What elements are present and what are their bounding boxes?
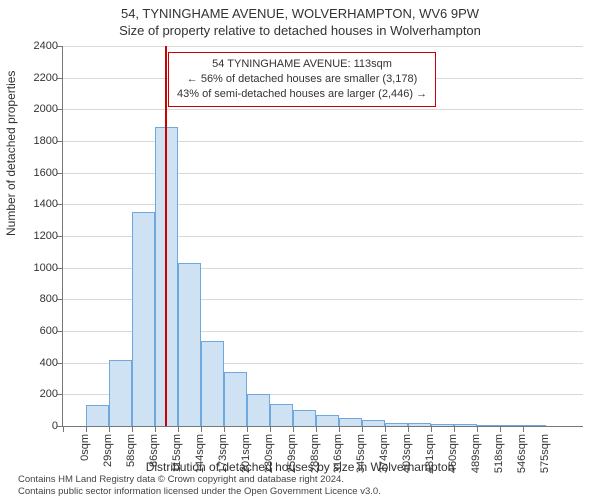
y-tick-label: 1200: [18, 230, 58, 242]
x-tick: [500, 426, 501, 432]
y-tick-label: 1000: [18, 262, 58, 274]
x-tick: [155, 426, 156, 432]
histogram-bar: [316, 415, 339, 426]
histogram-bar: [500, 425, 523, 426]
y-tick-label: 2200: [18, 72, 58, 84]
y-tick-label: 2000: [18, 103, 58, 115]
x-tick: [431, 426, 432, 432]
y-axis-title: Number of detached properties: [4, 71, 18, 236]
x-tick: [293, 426, 294, 432]
attribution-line-1: Contains HM Land Registry data © Crown c…: [18, 474, 381, 486]
chart-legend-box: 54 TYNINGHAME AVENUE: 113sqm ← 56% of de…: [168, 52, 436, 107]
property-marker-line: [165, 46, 167, 426]
x-tick: [339, 426, 340, 432]
x-tick: [86, 426, 87, 432]
page-title: 54, TYNINGHAME AVENUE, WOLVERHAMPTON, WV…: [0, 0, 600, 21]
x-tick: [385, 426, 386, 432]
gridline: [63, 204, 583, 205]
attribution-line-2: Contains public sector information licen…: [18, 486, 381, 498]
y-tick-label: 1400: [18, 198, 58, 210]
x-tick: [201, 426, 202, 432]
histogram-bar: [293, 410, 316, 426]
histogram-bar: [339, 418, 362, 426]
gridline: [63, 141, 583, 142]
histogram-bar: [362, 420, 385, 426]
x-tick: [477, 426, 478, 432]
attribution-text: Contains HM Land Registry data © Crown c…: [18, 474, 381, 498]
x-axis-title: Distribution of detached houses by size …: [0, 460, 600, 474]
gridline: [63, 109, 583, 110]
legend-line-2: ← 56% of detached houses are smaller (3,…: [177, 72, 427, 87]
histogram-bar: [178, 263, 201, 426]
x-tick: [454, 426, 455, 432]
histogram-bar: [431, 424, 454, 426]
histogram-bar: [247, 394, 270, 426]
x-tick: [63, 426, 64, 432]
histogram-bar: [132, 212, 155, 426]
histogram-bar: [201, 341, 224, 427]
histogram-bar: [109, 360, 132, 427]
histogram-bar: [270, 404, 293, 426]
y-tick-label: 800: [18, 293, 58, 305]
chart-plot-area: 0sqm29sqm58sqm86sqm115sqm144sqm173sqm201…: [62, 46, 583, 427]
x-tick: [109, 426, 110, 432]
chart-subtitle: Size of property relative to detached ho…: [0, 21, 600, 38]
y-tick-label: 1600: [18, 167, 58, 179]
x-tick: [316, 426, 317, 432]
x-tick: [270, 426, 271, 432]
y-tick-label: 600: [18, 325, 58, 337]
x-tick: [247, 426, 248, 432]
x-tick: [178, 426, 179, 432]
gridline: [63, 46, 583, 47]
x-tick: [224, 426, 225, 432]
x-tick: [408, 426, 409, 432]
x-tick: [523, 426, 524, 432]
histogram-bar: [523, 425, 546, 426]
gridline: [63, 173, 583, 174]
histogram-bar: [224, 372, 247, 426]
y-tick-label: 1800: [18, 135, 58, 147]
y-tick-label: 2400: [18, 40, 58, 52]
y-tick-label: 0: [18, 420, 58, 432]
histogram-bar: [86, 405, 109, 426]
histogram-bar: [385, 423, 408, 426]
y-tick-label: 400: [18, 357, 58, 369]
histogram-bar: [408, 423, 431, 426]
x-tick-label: 0sqm: [79, 434, 91, 461]
histogram-bar: [477, 425, 500, 426]
histogram-bar: [454, 424, 477, 426]
x-tick: [132, 426, 133, 432]
legend-line-3: 43% of semi-detached houses are larger (…: [177, 87, 427, 102]
x-tick: [362, 426, 363, 432]
legend-line-1: 54 TYNINGHAME AVENUE: 113sqm: [177, 57, 427, 72]
y-tick-label: 200: [18, 388, 58, 400]
